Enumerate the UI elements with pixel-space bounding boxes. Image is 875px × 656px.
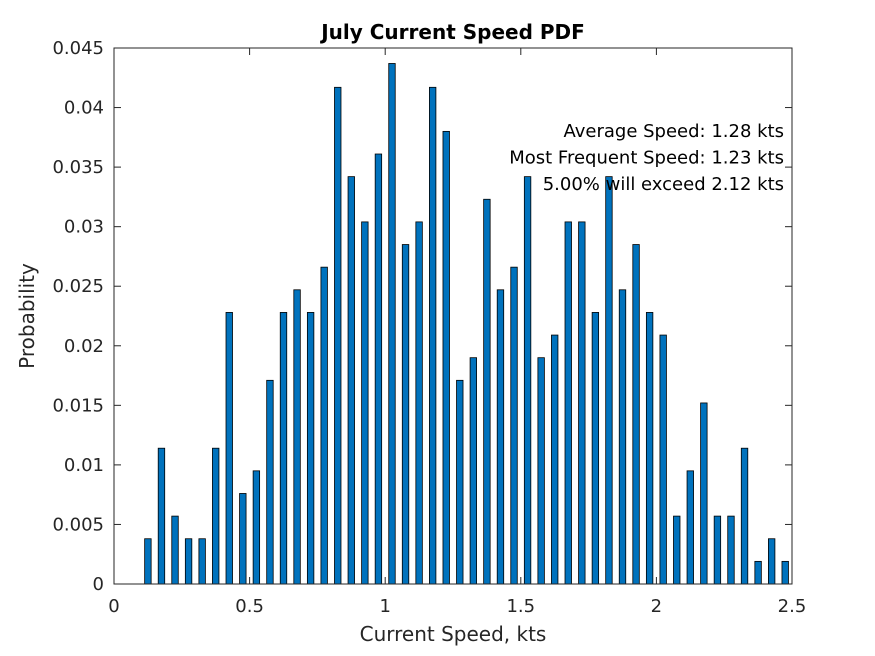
- y-tick-label: 0.01: [64, 455, 104, 476]
- histogram-bar: [198, 538, 206, 585]
- histogram-bar: [401, 244, 410, 585]
- histogram-bar: [700, 402, 708, 585]
- histogram-bar: [415, 221, 423, 585]
- y-tick-label: 0: [93, 574, 104, 595]
- x-tick-label: 1: [379, 596, 390, 617]
- histogram-bar: [686, 470, 694, 585]
- histogram-bar: [144, 538, 152, 585]
- y-tick-label: 0.005: [52, 514, 104, 535]
- histogram-bar: [713, 515, 722, 585]
- histogram-bar: [551, 334, 559, 585]
- histogram-bar: [429, 86, 437, 585]
- x-tick-label: 0.5: [235, 596, 264, 617]
- histogram-bar: [469, 357, 477, 585]
- x-tick-label: 1.5: [506, 596, 535, 617]
- y-tick-label: 0.015: [52, 395, 104, 416]
- histogram-bar: [564, 221, 572, 585]
- histogram-bar: [306, 312, 315, 585]
- y-axis-label: Probability: [15, 263, 39, 369]
- histogram-bar: [537, 357, 545, 585]
- histogram-bar: [618, 289, 627, 585]
- histogram-bar: [252, 470, 261, 585]
- histogram-bar: [361, 221, 369, 585]
- y-tick-label: 0.02: [64, 336, 104, 357]
- histogram-bar: [293, 289, 301, 585]
- histogram-bar: [212, 447, 220, 585]
- histogram-bar: [171, 515, 179, 585]
- histogram-bar: [266, 379, 274, 585]
- histogram-bar: [659, 334, 667, 585]
- y-axis-ticks: 0 0.005 0.01 0.015 0.02 0.025 0.03 0.035 0.04 0.0…: [52, 38, 792, 595]
- histogram-bar: [523, 176, 532, 585]
- axes-box: [113, 47, 793, 585]
- y-tick-label: 0.03: [64, 217, 104, 238]
- y-tick-label: 0.035: [52, 157, 104, 178]
- chart-title: July Current Speed PDF: [319, 20, 585, 44]
- x-tick-label: 2: [651, 596, 662, 617]
- histogram-bar: [673, 515, 681, 585]
- x-axis-ticks: 0 0.5 1 1.5 2 2.5: [108, 48, 806, 617]
- x-tick-label: 2.5: [778, 596, 807, 617]
- histogram-bar: [740, 447, 749, 585]
- histogram-bar: [388, 63, 396, 585]
- histogram-bar: [334, 86, 342, 585]
- y-tick-label: 0.04: [64, 98, 104, 119]
- y-tick-label: 0.025: [52, 276, 104, 297]
- histogram-bar: [781, 560, 789, 585]
- histogram-bar: [442, 130, 450, 585]
- most-frequent-speed-annotation: Most Frequent Speed: 1.23 kts: [509, 148, 784, 169]
- histogram-bar: [578, 221, 586, 585]
- histogram-bar: [374, 153, 383, 585]
- y-tick-label: 0.045: [52, 38, 104, 59]
- histogram-bar: [645, 312, 654, 585]
- histogram-bar: [157, 447, 166, 585]
- histogram-bar: [483, 198, 491, 585]
- histogram-bar: [279, 312, 288, 585]
- x-tick-label: 0: [108, 596, 119, 617]
- histogram-bar: [605, 176, 613, 585]
- histogram-bar: [320, 266, 328, 585]
- x-axis-label: Current Speed, kts: [360, 622, 547, 646]
- histogram-bar: [510, 266, 518, 585]
- histogram-bar: [184, 538, 193, 585]
- histogram-bar: [591, 312, 600, 585]
- histogram-bar: [727, 515, 735, 585]
- histogram-bar: [456, 379, 464, 585]
- average-speed-annotation: Average Speed: 1.28 kts: [563, 121, 784, 142]
- annotation-block: Average Speed: 1.28 kts Most Frequent Sp…: [509, 121, 784, 195]
- histogram-bar: [347, 176, 355, 585]
- bar-series: [144, 63, 789, 585]
- histogram-bar: [754, 560, 762, 585]
- histogram-bar: [225, 312, 233, 585]
- histogram-bar: [632, 244, 640, 585]
- exceedance-annotation: 5.00% will exceed 2.12 kts: [543, 174, 784, 195]
- histogram-bar: [496, 289, 505, 585]
- histogram-bar: [768, 538, 776, 585]
- histogram-bar: [239, 493, 247, 585]
